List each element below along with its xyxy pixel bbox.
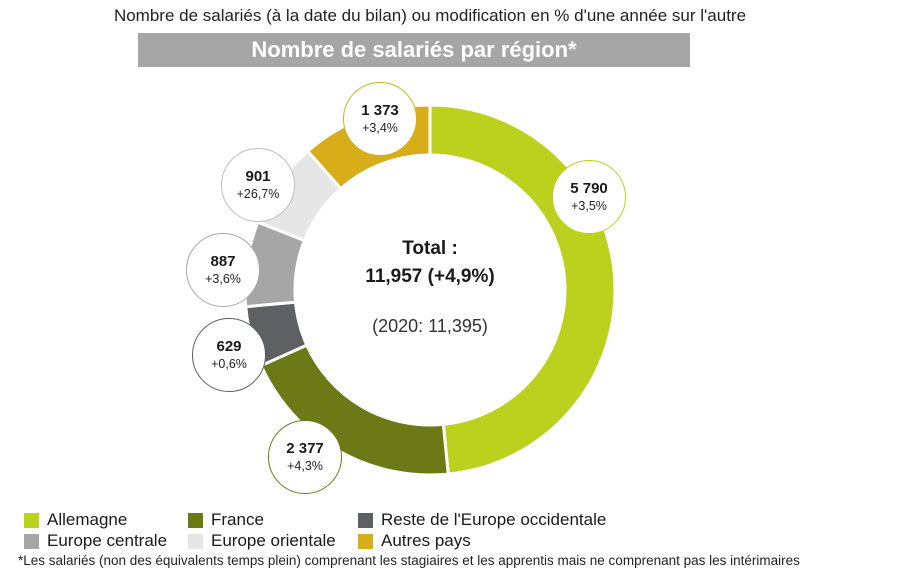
legend-item: Autres pays xyxy=(358,531,471,551)
legend-label: Allemagne xyxy=(47,510,128,529)
total-label: Total : xyxy=(402,238,458,259)
chart-subtitle: Nombre de salariés (à la date du bilan) … xyxy=(113,6,747,25)
data-label-bubble: 901 +26,7% xyxy=(221,148,295,222)
footnote: *Les salariés (non des équivalents temps… xyxy=(18,553,800,568)
chart-title: Nombre de salariés par région* xyxy=(251,37,577,62)
data-label-change: +3,4% xyxy=(362,121,398,135)
legend-label: Europe orientale xyxy=(211,531,336,550)
title-banner: Nombre de salariés par région* xyxy=(138,33,690,67)
legend-swatch xyxy=(24,533,39,549)
legend-label: Europe centrale xyxy=(47,531,168,550)
data-label-change: +26,7% xyxy=(236,187,280,201)
total-previous: (2020: 11,395) xyxy=(372,316,488,336)
legend-swatch xyxy=(358,512,373,528)
data-label-change: +3,6% xyxy=(205,272,241,286)
legend-swatch xyxy=(188,533,203,549)
data-label-change: +3,5% xyxy=(571,199,607,213)
data-label-value: 1 373 xyxy=(361,102,399,119)
total-value: 11,957 (+4,9%) xyxy=(365,266,495,287)
data-label-value: 629 xyxy=(216,338,242,355)
legend-swatch xyxy=(188,512,203,528)
data-label-change: +0,6% xyxy=(211,357,247,371)
legend-label: Reste de l'Europe occidentale xyxy=(381,510,607,529)
data-label-value: 901 xyxy=(245,168,271,185)
legend-item: Allemagne xyxy=(24,510,127,530)
data-label-value: 5 790 xyxy=(570,180,608,197)
data-label-value: 887 xyxy=(210,253,236,270)
legend-item: France xyxy=(188,510,264,530)
data-label-bubble: 5 790 +3,5% xyxy=(552,160,626,234)
data-label-bubble: 629 +0,6% xyxy=(192,318,266,392)
legend-label: Autres pays xyxy=(381,531,471,550)
legend-swatch xyxy=(24,512,39,528)
legend-item: Europe orientale xyxy=(188,531,336,551)
legend-item: Reste de l'Europe occidentale xyxy=(358,510,606,530)
data-label-change: +4,3% xyxy=(287,459,323,473)
data-label-bubble: 2 377 +4,3% xyxy=(268,420,342,494)
data-label-bubble: 887 +3,6% xyxy=(186,233,260,307)
data-label-bubble: 1 373 +3,4% xyxy=(343,82,417,156)
legend-label: France xyxy=(211,510,264,529)
data-label-value: 2 377 xyxy=(286,440,324,457)
legend-item: Europe centrale xyxy=(24,531,167,551)
legend-swatch xyxy=(358,533,373,549)
